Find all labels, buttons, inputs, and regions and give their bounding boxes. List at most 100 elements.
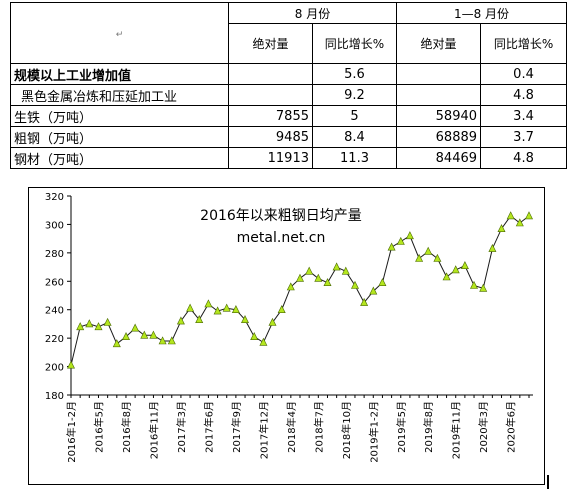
x-tick-label: 2017年9月 <box>230 401 243 453</box>
cell-p1-abs: 9485 <box>228 126 313 148</box>
x-tick-label: 2016年1-2月 <box>65 401 78 463</box>
data-point <box>405 231 414 240</box>
cell-p2-abs: 58940 <box>396 105 482 127</box>
text-cursor <box>547 475 549 489</box>
data-point <box>158 336 167 345</box>
cell-p2-abs <box>396 63 482 85</box>
table-row: 黑色金属冶炼和压延加工业 9.2 4.8 <box>10 84 568 106</box>
data-point <box>314 273 323 282</box>
data-point <box>213 306 222 315</box>
data-point <box>131 323 140 332</box>
data-point <box>204 299 213 308</box>
data-point <box>222 303 231 312</box>
table-corner-cell: ↵ <box>10 2 229 64</box>
data-point <box>341 266 350 275</box>
table-row: 生铁（万吨） 7855 5 58940 3.4 <box>10 105 568 127</box>
table-row: 粗钢（万吨） 9485 8.4 68889 3.7 <box>10 126 568 148</box>
p1-abs-header: 绝对量 <box>228 23 313 64</box>
x-tick-label: 2016年8月 <box>120 401 133 453</box>
x-tick-label: 2017年3月 <box>175 401 188 453</box>
x-tick-label: 2019年11月 <box>450 401 463 459</box>
table-row: 钢材（万吨） 11913 11.3 84469 4.8 <box>10 147 568 169</box>
x-tick-label: 2019年8月 <box>422 401 435 453</box>
y-tick-label: 200 <box>45 363 64 374</box>
y-tick-label: 180 <box>45 391 64 402</box>
stats-table-container: ↵ 8 月份 1—8 月份 绝对量 同比增长% 绝对量 同比增长% 规模以上工业… <box>10 2 568 169</box>
y-tick-label: 280 <box>45 249 64 260</box>
return-mark: ↵ <box>115 29 124 40</box>
data-point <box>351 280 359 289</box>
x-tick-label: 2017年6月 <box>202 401 215 453</box>
data-point <box>305 266 314 275</box>
data-point <box>231 305 240 313</box>
cell-p1-abs <box>228 84 313 106</box>
data-point <box>94 322 103 331</box>
x-tick-label: 2016年11月 <box>147 401 160 459</box>
data-point <box>470 280 478 289</box>
cell-p1-yoy: 9.2 <box>311 84 398 106</box>
row-label: 规模以上工业增加值 <box>10 63 229 85</box>
p1-yoy-header: 同比增长% <box>311 23 398 64</box>
data-point <box>369 286 378 295</box>
x-tick-label: 2018年4月 <box>285 401 298 453</box>
data-point <box>103 317 112 326</box>
row-label: 粗钢（万吨） <box>10 126 229 148</box>
row-label: 生铁（万吨） <box>10 105 229 127</box>
row-label: 黑色金属冶炼和压延加工业 <box>10 84 229 106</box>
data-point <box>415 253 424 262</box>
period-1-8-month-header: 1—8 月份 <box>396 2 568 24</box>
cell-p2-yoy: 0.4 <box>480 63 568 85</box>
x-tick-label: 2018年7月 <box>312 401 325 453</box>
x-tick-label: 2019年5月 <box>395 401 408 453</box>
table-header-row-2: 绝对量 同比增长% 绝对量 同比增长% <box>11 23 568 64</box>
data-point <box>140 330 149 339</box>
data-point <box>167 336 176 345</box>
y-tick-label: 320 <box>45 192 64 203</box>
data-point <box>479 283 488 292</box>
table-header-row-1: ↵ 8 月份 1—8 月份 <box>10 2 568 64</box>
data-point <box>488 243 497 252</box>
data-point <box>515 218 524 227</box>
data-point <box>506 211 515 220</box>
p2-yoy-header: 同比增长% <box>480 23 568 64</box>
cell-p1-yoy: 11.3 <box>311 147 398 169</box>
y-tick-label: 240 <box>45 306 64 317</box>
x-tick-label: 2019年1-2月 <box>367 401 380 463</box>
x-tick-label: 2016年5月 <box>92 401 105 453</box>
data-point <box>424 246 433 255</box>
data-point <box>195 315 204 323</box>
y-tick-label: 220 <box>45 334 64 345</box>
cell-p1-abs: 7855 <box>228 105 313 127</box>
data-point <box>525 211 533 220</box>
data-point <box>85 319 94 328</box>
data-point <box>433 253 442 262</box>
data-point <box>176 316 185 325</box>
chart-svg: 180 200 220 240 260 280 300 320 2016年1-2月 2016年5月… <box>45 192 533 463</box>
y-tick-label: 300 <box>45 220 64 231</box>
data-point <box>396 236 405 245</box>
x-tick-label: 2017年12月 <box>257 401 270 459</box>
cell-p1-yoy: 5 <box>311 105 398 127</box>
data-point <box>149 330 158 339</box>
x-tick-label: 2020年6月 <box>505 401 518 453</box>
data-point <box>250 332 259 340</box>
chart-title: 2016年以来粗钢日均产量 <box>200 208 362 224</box>
chart-subtitle: metal.net.cn <box>237 230 326 246</box>
data-point <box>122 332 130 340</box>
data-point <box>67 360 75 369</box>
cell-p2-abs <box>396 84 482 106</box>
data-point <box>259 337 268 346</box>
data-point <box>497 224 506 233</box>
x-tick-label: 2020年3月 <box>477 401 490 453</box>
cell-p2-yoy: 3.7 <box>480 126 568 148</box>
cell-p2-yoy: 4.8 <box>480 147 568 169</box>
data-point <box>387 242 396 251</box>
data-point <box>323 278 332 286</box>
data-point <box>296 273 304 282</box>
data-point <box>378 278 387 286</box>
data-point <box>76 322 85 331</box>
data-point <box>451 265 460 274</box>
data-point <box>332 262 341 271</box>
cell-p2-yoy: 4.8 <box>480 84 568 106</box>
cell-p2-abs: 68889 <box>396 126 482 148</box>
